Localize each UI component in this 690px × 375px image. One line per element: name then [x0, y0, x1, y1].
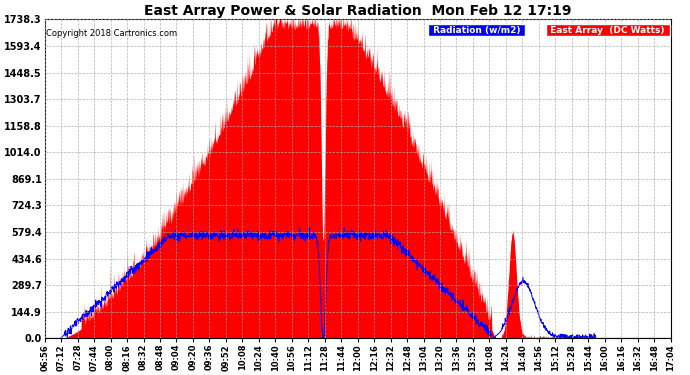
Text: East Array  (DC Watts): East Array (DC Watts): [547, 26, 668, 35]
Text: Radiation (w/m2): Radiation (w/m2): [430, 26, 523, 35]
Text: Copyright 2018 Cartronics.com: Copyright 2018 Cartronics.com: [46, 29, 177, 38]
Title: East Array Power & Solar Radiation  Mon Feb 12 17:19: East Array Power & Solar Radiation Mon F…: [144, 4, 571, 18]
